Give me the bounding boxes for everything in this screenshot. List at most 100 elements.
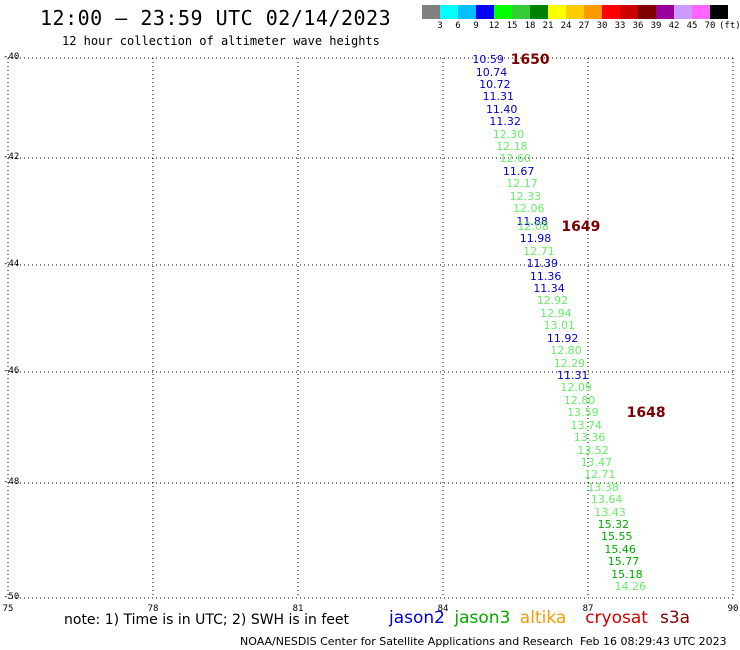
credit-text: NOAA/NESDIS Center for Satellite Applica… [240,635,574,648]
longitude-label: 81 [292,604,304,614]
wave-height-label: 12.71 [523,244,555,258]
wave-height-label: 15.18 [611,567,643,581]
wave-height-label: 10.72 [479,77,511,91]
satellite-cryosat-label: cryosat [585,608,648,628]
legend-labels: 3 6 9 12 15 18 21 24 27 30 33 36 39 42 45 70 (ft) [422,19,740,31]
legend-swatch [566,5,584,19]
wave-height-label: 11.34 [533,282,565,296]
wave-height-label: 13.64 [590,493,623,507]
wave-height-label: 11.88 [516,214,548,228]
page-subtitle: 12 hour collection of altimeter wave hei… [62,34,380,48]
legend-swatch [710,5,728,19]
wave-height-label: 10.74 [475,65,508,79]
satellite-jason3-label: jason3 [454,608,511,628]
wave-height-label: 13.52 [577,443,609,457]
wave-height-label: 12.33 [509,189,542,203]
latitude-label: -44 [3,259,20,269]
latitude-label: -42 [3,152,20,162]
legend-swatch [692,5,710,19]
legend-swatch [584,5,602,19]
legend-label: 9 [473,21,479,31]
legend-label: 30 [596,21,608,31]
wave-height-label: 13.01 [543,319,575,333]
satellite-jason2-label: jason2 [389,608,445,628]
wave-height-label: 11.32 [489,115,521,129]
latitude-label: -46 [3,366,20,376]
legend-swatch [656,5,674,19]
legend-label: 12 [488,21,500,31]
legend-swatch [620,5,638,19]
timestamp: Feb 16 08:29:43 UTC 2023 [580,635,727,648]
longitude-label: 75 [2,604,14,614]
wave-height-label: 10.59 [472,53,504,67]
satellite-altika-label: altika [519,608,567,628]
legend-label: 39 [650,21,662,31]
legend-swatch [440,5,458,19]
wave-height-label: 12.06 [513,202,545,216]
legend-label: 15 [506,21,518,31]
map-grid [7,57,734,599]
wave-height-label: 13.43 [594,505,626,519]
legend-swatch [602,5,620,19]
legend-label: 21 [542,21,554,31]
legend-label: 27 [578,21,590,31]
legend-swatch [422,5,440,19]
wave-height-label: 12.08 [517,220,549,234]
legend-swatch [494,5,512,19]
legend-label: 36 [632,21,644,31]
wave-height-label: 11.31 [482,90,515,104]
revolution-time-label: 1650 [510,52,550,69]
legend-swatch [530,5,548,19]
wave-height-label: 13.74 [570,418,603,432]
legend-swatches [422,5,728,19]
wave-height-label: 11.36 [529,269,562,283]
legend-label: 45 [686,21,698,31]
color-legend: 3 6 9 12 15 18 21 24 27 30 33 36 39 42 45 70 (ft) [422,5,740,31]
wave-height-label: 15.46 [604,542,636,556]
wave-height-label: 12.09 [560,381,592,395]
wave-height-label: 12.29 [553,356,586,370]
latitude-label: -48 [3,477,20,487]
wave-height-label: 12.18 [496,140,528,154]
satellite-s3a-label: s3a [660,608,691,628]
longitude-label: 90 [727,604,739,614]
wave-height-label: 15.55 [600,530,633,544]
legend-swatch [548,5,566,19]
legend-label: 70 [704,21,716,31]
legend-label: 3 [437,21,443,31]
revolution-time-label: 1648 [626,405,666,422]
wave-height-label: 13.38 [587,480,619,494]
legend-label: 24 [560,21,572,31]
legend-swatch [638,5,656,19]
legend-label: (ft) [719,21,740,31]
latitude-label: -40 [3,52,20,62]
legend-label: 42 [668,21,680,31]
legend-swatch [476,5,494,19]
wave-height-label: 13.36 [573,431,606,445]
longitude-label: 78 [147,604,159,614]
wave-height-label: 11.67 [502,164,535,178]
legend-label: 18 [524,21,536,31]
wave-height-label: 12.80 [550,344,582,358]
legend-swatch [512,5,530,19]
legend-label: 33 [614,21,626,31]
legend-swatch [674,5,692,19]
wave-height-label: 12.60 [499,152,531,166]
wave-height-label: 12.71 [584,468,616,482]
wave-height-label: 15.77 [607,555,640,569]
wave-height-label: 12.94 [540,306,572,320]
page-title: 12:00 – 23:59 UTC 02/14/2023 [40,6,392,30]
legend-label: 6 [455,21,461,31]
legend-swatch [458,5,476,19]
wave-height-label: 12.92 [536,294,569,308]
wave-height-label: 11.92 [546,331,579,345]
wave-height-label: 12.17 [506,177,538,191]
wave-height-label: 12.80 [563,393,596,407]
wave-height-label: 13.47 [580,455,613,469]
wave-height-label: 11.40 [485,102,518,116]
wave-height-label: 13.59 [567,406,599,420]
longitude-label: 87 [582,604,594,614]
wave-height-label: 11.31 [557,368,589,382]
footer-note: note: 1) Time is in UTC; 2) SWH is in fe… [64,612,350,628]
